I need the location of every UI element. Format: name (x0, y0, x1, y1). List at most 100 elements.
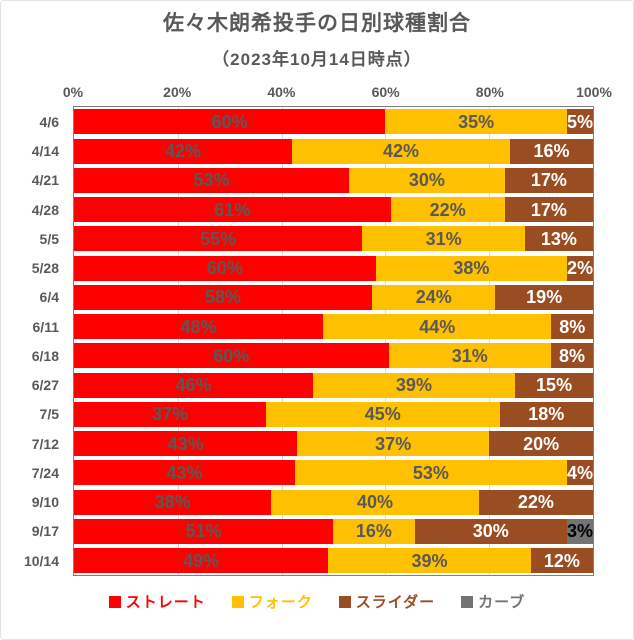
bar-segment-fork: 45% (266, 401, 500, 427)
data-label: 30% (472, 521, 509, 542)
bar-segment-fork: 22% (390, 197, 505, 223)
bar-row-5-28: 60% 38% 2% (74, 254, 593, 283)
plot-area: 60% 35% 5% 42% 42% 16% 53% 30% 17% 61% 22% 17% 55% 31… (73, 106, 594, 577)
bar-row-9-10: 38% 40% 22% (74, 488, 593, 517)
bar-segment-curve: 3% (566, 518, 593, 544)
page-title: 佐々木朗希投手の日別球種割合 (163, 12, 471, 35)
data-label: 44% (419, 316, 456, 337)
bar-segment-straight: 60% (74, 109, 386, 135)
data-label: 17% (530, 170, 567, 191)
data-label: 30% (408, 170, 445, 191)
data-label: 55% (200, 228, 237, 249)
bar-row-4-21: 53% 30% 17% (74, 166, 593, 195)
data-label: 58% (205, 287, 242, 308)
chart-header: 佐々木朗希投手の日別球種割合 （2023年10月14日時点） (1, 1, 633, 70)
bar-segment-slider: 17% (504, 167, 593, 193)
y-axis-label: 10/14 (23, 552, 59, 569)
bar-segment-slider: 16% (509, 138, 594, 164)
page-subtitle: （2023年10月14日時点） (212, 50, 422, 70)
x-tick-0: 0% (62, 84, 84, 101)
bar-segment-slider: 2% (566, 255, 593, 281)
x-tick-40: 40% (267, 84, 296, 101)
bars-container: 60% 35% 5% 42% 42% 16% 53% 30% 17% 61% 22% 17% 55% 31… (74, 107, 594, 575)
y-axis-label: 7/24 (31, 464, 59, 481)
data-label: 2% (566, 258, 593, 279)
stacked-bar: 49% 39% 12% (74, 548, 593, 574)
x-axis: 0% 20% 40% 60% 80% 100% (63, 84, 612, 102)
bar-segment-fork: 38% (375, 255, 567, 281)
gridline-20 (177, 107, 179, 576)
bar-segment-straight: 42% (74, 138, 292, 164)
bar-row-7-24: 43% 53% 4% (74, 458, 593, 487)
legend-swatch-curve (461, 595, 474, 608)
y-axis-label: 4/14 (31, 143, 59, 160)
stacked-bar: 43% 37% 20% (74, 431, 593, 457)
stacked-bar: 46% 39% 15% (74, 372, 593, 398)
data-label: 18% (528, 404, 565, 425)
legend-item-fork: フォーク (231, 591, 313, 612)
data-label: 53% (193, 170, 230, 191)
bar-segment-straight: 51% (74, 518, 334, 544)
bar-row-4-28: 61% 22% 17% (74, 195, 594, 224)
bar-segment-straight: 60% (74, 255, 376, 281)
stacked-bar: 60% 31% 8% (74, 343, 593, 369)
y-axis: 4/6 4/14 4/21 4/28 5/5 5/28 6/4 6/11 6/18 6/27 7/5… (1, 106, 73, 576)
bar-segment-fork: 40% (271, 489, 479, 515)
bar-segment-straight: 46% (74, 372, 313, 398)
y-axis-label: 7/12 (31, 435, 59, 452)
stacked-bar: 51% 16% 30% 3% (74, 518, 593, 544)
bar-segment-straight: 48% (74, 314, 324, 340)
data-label: 53% (412, 462, 449, 483)
bar-segment-slider: 30% (414, 518, 567, 544)
data-label: 46% (175, 375, 212, 396)
legend-item-slider: スライダー (338, 591, 435, 612)
x-tick-20: 20% (163, 84, 192, 101)
data-label: 31% (425, 228, 462, 249)
data-label: 60% (211, 111, 248, 132)
data-label: 20% (523, 433, 560, 454)
legend-swatch-fork (231, 595, 244, 608)
legend-item-curve: カーブ (461, 591, 525, 612)
gridline-80 (489, 107, 491, 576)
legend: ストレート フォーク スライダー カーブ (1, 591, 633, 612)
data-label: 17% (530, 199, 567, 220)
bar-row-6-18: 60% 31% 8% (74, 341, 593, 370)
legend-label-fork: フォーク (248, 594, 313, 612)
y-axis-label: 5/5 (39, 230, 59, 247)
legend-swatch-straight (108, 595, 121, 608)
data-label: 5% (566, 111, 593, 132)
data-label: 22% (517, 492, 554, 513)
data-label: 61% (214, 199, 251, 220)
x-tick-100: 100% (576, 84, 612, 101)
bar-segment-straight: 58% (74, 284, 373, 310)
bar-segment-slider: 8% (551, 343, 593, 369)
data-label: 31% (451, 345, 488, 366)
bar-segment-slider: 13% (524, 226, 593, 252)
chart-area: 4/6 4/14 4/21 4/28 5/5 5/28 6/4 6/11 6/18 6/27 7/5… (1, 106, 633, 577)
data-label: 3% (566, 521, 593, 542)
legend-swatch-slider (338, 595, 351, 608)
data-label: 60% (213, 345, 250, 366)
y-axis-label: 6/27 (31, 377, 59, 394)
bar-segment-slider: 17% (504, 197, 594, 223)
stacked-bar: 43% 53% 4% (74, 460, 593, 486)
bar-segment-straight: 37% (74, 401, 267, 427)
data-label: 48% (180, 316, 217, 337)
data-label: 40% (357, 492, 394, 513)
data-label: 39% (395, 375, 432, 396)
data-label: 15% (536, 375, 573, 396)
y-axis-label: 4/21 (31, 172, 59, 189)
bar-segment-straight: 53% (74, 167, 350, 193)
y-axis-label: 4/6 (39, 113, 59, 130)
data-label: 43% (166, 462, 203, 483)
stacked-bar: 58% 24% 19% (74, 284, 594, 310)
bar-segment-fork: 31% (362, 226, 525, 252)
y-axis-label: 6/4 (39, 289, 59, 306)
bar-segment-slider: 4% (566, 460, 593, 486)
bar-row-4-14: 42% 42% 16% (74, 137, 594, 166)
bar-segment-straight: 60% (74, 343, 389, 369)
bar-segment-fork: 42% (291, 138, 510, 164)
bar-segment-slider: 20% (489, 431, 593, 457)
stacked-bar: 38% 40% 22% (74, 489, 593, 515)
